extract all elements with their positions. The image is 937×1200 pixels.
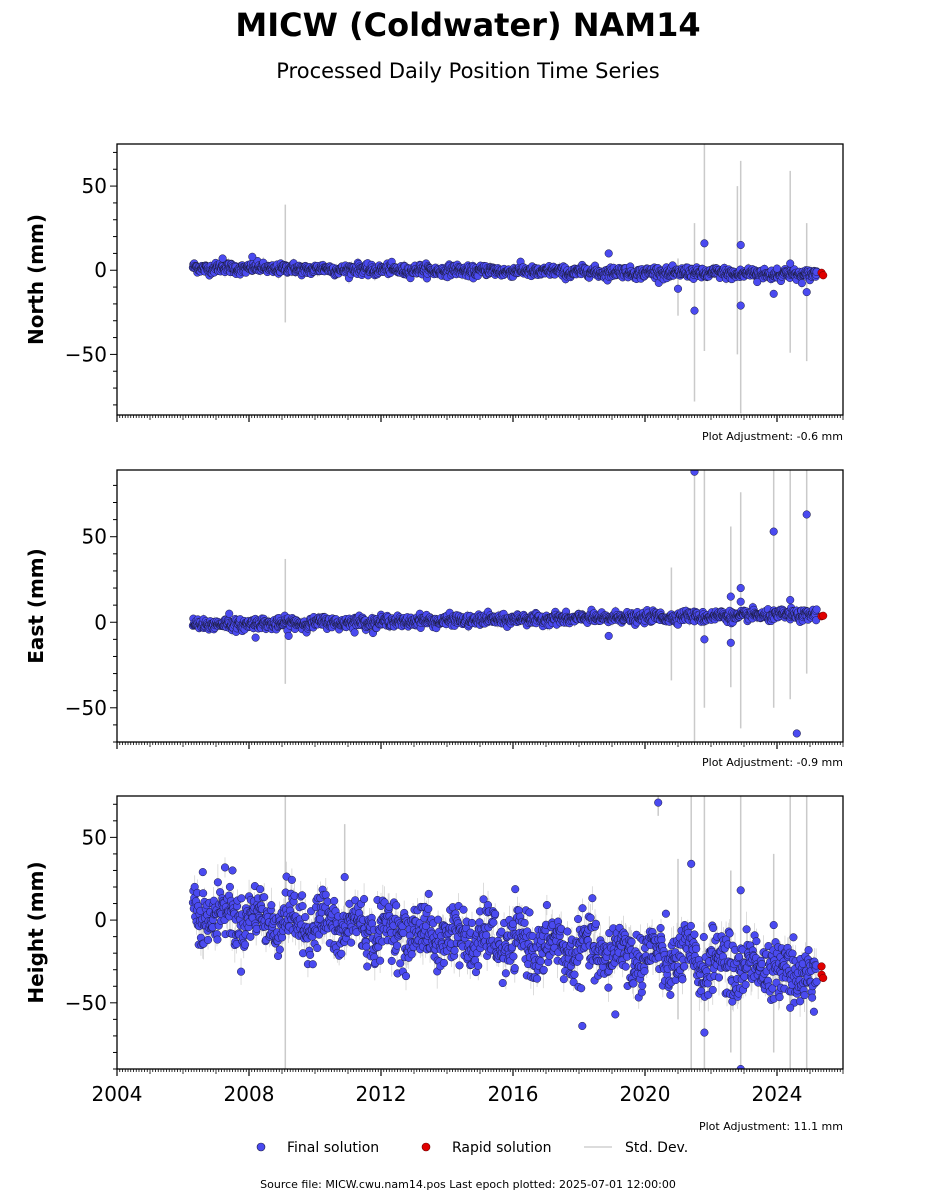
chart-subtitle: Processed Daily Position Time Series	[276, 59, 660, 83]
north-ylabel: North (mm)	[24, 214, 48, 345]
north-outlier-point	[248, 252, 257, 261]
east-outlier-point	[225, 609, 234, 618]
east-outlier-point	[786, 595, 795, 605]
east-ytick-label: −50	[65, 696, 107, 720]
north-ytick-label: −50	[65, 342, 107, 366]
east-ytick-label: 0	[94, 610, 107, 634]
east-outlier-point	[736, 597, 745, 606]
north-outlier-point	[802, 288, 811, 297]
north-outlier-point	[736, 301, 745, 310]
east-outlier-point	[802, 510, 811, 519]
east-outlier-point	[284, 631, 293, 640]
north-outlier-point	[736, 240, 745, 250]
east-outlier-point	[604, 631, 613, 640]
north-outlier-point	[786, 259, 795, 268]
east-outlier-point	[769, 527, 778, 536]
north-outlier-point	[700, 239, 709, 248]
east-outlier-point	[350, 628, 359, 637]
north-final-point	[797, 279, 806, 288]
east-outlier-point	[690, 470, 699, 476]
north-outlier-point	[690, 306, 699, 315]
east-final-point	[812, 605, 821, 614]
north-panel: −50 0 50 North (mm) Plot Adjustment: -0.6 mm	[24, 143, 844, 443]
north-rapid-point	[819, 271, 828, 280]
north-outlier-point	[218, 254, 227, 263]
east-frame	[116, 469, 844, 743]
north-ytick-label: 0	[94, 258, 107, 282]
north-outlier-point	[753, 277, 762, 287]
east-outlier-point	[726, 592, 735, 601]
chart-title: MICW (Coldwater) NAM14	[235, 6, 700, 44]
east-plot-area	[188, 470, 828, 742]
east-ylabel: East (mm)	[24, 548, 48, 664]
height-plot-area	[188, 796, 828, 1069]
north-plot-area	[188, 144, 828, 414]
east-outlier-point	[792, 729, 801, 738]
east-outlier-point	[251, 633, 260, 642]
east-panel: −50 0 50 East (mm) Plot Adjustment: -0.9 mm	[24, 469, 844, 769]
east-outlier-point	[726, 638, 735, 647]
north-ytick-label: 50	[82, 174, 107, 198]
east-ytick-label: 50	[82, 525, 107, 549]
north-outlier-point	[772, 264, 782, 273]
north-outlier-point	[769, 289, 778, 298]
east-outlier-point	[736, 583, 745, 593]
east-rapid-point	[819, 611, 828, 620]
east-outlier-point	[700, 635, 709, 644]
north-outlier-point	[673, 284, 683, 293]
north-outlier-point	[604, 249, 613, 258]
north-plot-adjustment: Plot Adjustment: -0.6 mm	[702, 430, 843, 443]
east-plot-adjustment: Plot Adjustment: -0.9 mm	[702, 756, 843, 769]
